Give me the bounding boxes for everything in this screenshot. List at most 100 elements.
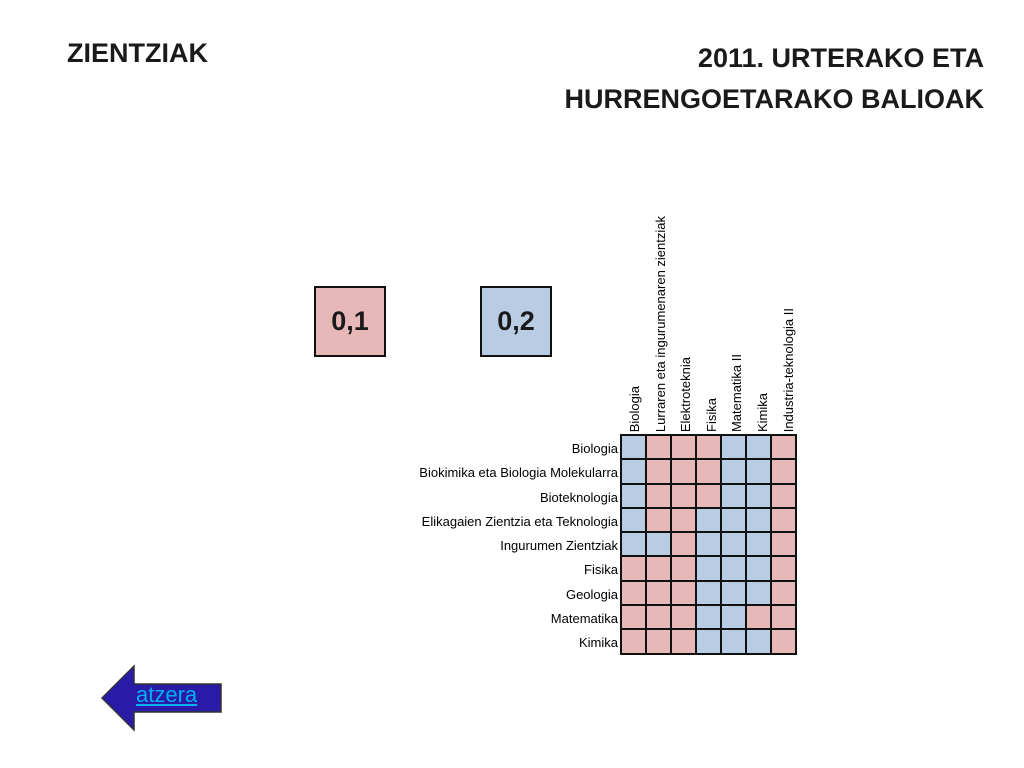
matrix-row-label: Matematika [550, 611, 618, 627]
matrix-cell-0-1 [620, 555, 647, 582]
page-subtitle: 2011. URTERAKO ETA HURRENGOETARAKO BALIO… [565, 38, 985, 120]
matrix-row-label: Fisika [584, 562, 618, 578]
matrix-cell-0-2 [720, 579, 747, 607]
matrix-row-label: Bioteknologia [539, 489, 618, 505]
subtitle-line-2: HURRENGOETARAKO BALIOAK [564, 84, 985, 114]
matrix-row [620, 555, 797, 582]
matrix-cell-0-1 [695, 458, 722, 485]
matrix-row [620, 433, 797, 461]
matrix-cell-0-1 [645, 628, 672, 655]
matrix-row-label: Elikagaien Zientzia eta Teknologia [421, 513, 618, 529]
matrix-cell-0-2 [720, 604, 747, 631]
matrix-cell-0-1 [770, 628, 797, 655]
matrix-cell-0-1 [670, 482, 697, 509]
matrix-row [620, 531, 797, 558]
matrix-cell-0-1 [645, 604, 672, 631]
matrix-cell-0-2 [745, 458, 772, 485]
matrix-row-labels: Biologia Biokimika eta Biologia Molekular… [419, 437, 618, 656]
matrix-cell-0-2 [695, 604, 722, 631]
matrix-row-label: Biologia [571, 441, 618, 456]
legend-value-pink: 0,1 [314, 286, 386, 357]
matrix-cell-0-1 [645, 579, 672, 607]
matrix-row [620, 604, 797, 631]
back-link-label[interactable]: atzera [136, 682, 198, 707]
matrix-column-label: Industria-teknologia II [780, 307, 796, 432]
matrix-cell-0-2 [695, 555, 722, 582]
matrix-cell-0-2 [745, 482, 772, 509]
matrix-row-label: Biokimika eta Biologia Molekularra [419, 465, 618, 481]
matrix-cell-0-2 [745, 506, 772, 534]
matrix-cell-0-2 [720, 628, 747, 655]
matrix-cell-0-1 [770, 482, 797, 509]
matrix-cell-0-1 [670, 555, 697, 582]
matrix-column-header: Fisika [699, 140, 724, 434]
matrix-cell-0-1 [695, 433, 722, 461]
matrix-row [620, 579, 797, 607]
matrix-row [620, 628, 797, 655]
matrix-cell-0-1 [770, 506, 797, 534]
matrix-cell-0-2 [720, 555, 747, 582]
matrix-cell-0-2 [620, 433, 647, 461]
matrix-column-label: Fisika [703, 398, 719, 432]
matrix-cell-0-1 [670, 531, 697, 558]
matrix-column-label: Matematika II [729, 353, 745, 432]
matrix-cell-0-2 [745, 579, 772, 607]
matrix-cell-0-2 [695, 628, 722, 655]
matrix-cell-0-2 [620, 531, 647, 558]
page-title: ZIENTZIAK [67, 38, 208, 68]
matrix-column-header: Biologia [622, 140, 647, 434]
matrix-cell-0-1 [645, 433, 672, 461]
matrix-cell-0-2 [620, 482, 647, 509]
matrix-column-label: Lurraren eta ingurumenaren zientziak [652, 215, 668, 432]
matrix-cell-0-1 [770, 433, 797, 461]
matrix-column-label: Kimika [755, 392, 770, 432]
matrix-cell-0-1 [770, 604, 797, 631]
matrix-cell-0-1 [645, 506, 672, 534]
matrix-cell-0-2 [745, 555, 772, 582]
matrix-row-label: Geologia [565, 586, 618, 602]
matrix-cell-0-2 [620, 458, 647, 485]
matrix-cell-0-2 [720, 482, 747, 509]
matrix-cell-0-2 [695, 506, 722, 534]
matrix-cell-0-1 [645, 555, 672, 582]
matrix-cell-0-1 [620, 579, 647, 607]
matrix-column-headers: Biologia Lurraren eta ingurumenaren zient… [622, 140, 802, 434]
matrix-column-header: Matematika II [724, 140, 749, 434]
matrix-cell-0-1 [670, 506, 697, 534]
matrix-cell-0-1 [645, 482, 672, 509]
matrix-cell-0-2 [645, 531, 672, 558]
value-matrix [620, 433, 797, 655]
left-arrow-icon [100, 664, 222, 732]
matrix-row [620, 506, 797, 534]
matrix-cell-0-1 [620, 604, 647, 631]
matrix-cell-0-2 [695, 531, 722, 558]
matrix-column-header: Lurraren eta ingurumenaren zientziak [648, 140, 673, 434]
matrix-cell-0-2 [695, 579, 722, 607]
matrix-row [620, 458, 797, 485]
matrix-column-header: Kimika [750, 140, 775, 434]
matrix-cell-0-1 [670, 604, 697, 631]
matrix-column-label: Biologia [627, 385, 642, 432]
matrix-cell-0-1 [645, 458, 672, 485]
matrix-cell-0-2 [620, 506, 647, 534]
matrix-cell-0-2 [745, 628, 772, 655]
matrix-cell-0-1 [670, 628, 697, 655]
back-button[interactable]: atzera [100, 664, 224, 732]
legend-value-blue: 0,2 [480, 286, 552, 357]
subtitle-line-1: 2011. URTERAKO ETA [697, 43, 984, 73]
matrix-cell-0-1 [670, 433, 697, 461]
matrix-cell-0-1 [770, 579, 797, 607]
matrix-cell-0-2 [720, 531, 747, 558]
matrix-cell-0-1 [670, 579, 697, 607]
matrix-column-header: Elektroteknia [673, 140, 698, 434]
matrix-cell-0-1 [695, 482, 722, 509]
matrix-column-header: Industria-teknologia II [776, 140, 801, 434]
matrix-cell-0-1 [745, 604, 772, 631]
matrix-row-label: Ingurumen Zientziak [500, 538, 618, 554]
matrix-cell-0-1 [770, 458, 797, 485]
matrix-row [620, 482, 797, 509]
matrix-cell-0-2 [720, 458, 747, 485]
matrix-cell-0-2 [720, 433, 747, 461]
matrix-cell-0-1 [620, 628, 647, 655]
matrix-cell-0-2 [720, 506, 747, 534]
